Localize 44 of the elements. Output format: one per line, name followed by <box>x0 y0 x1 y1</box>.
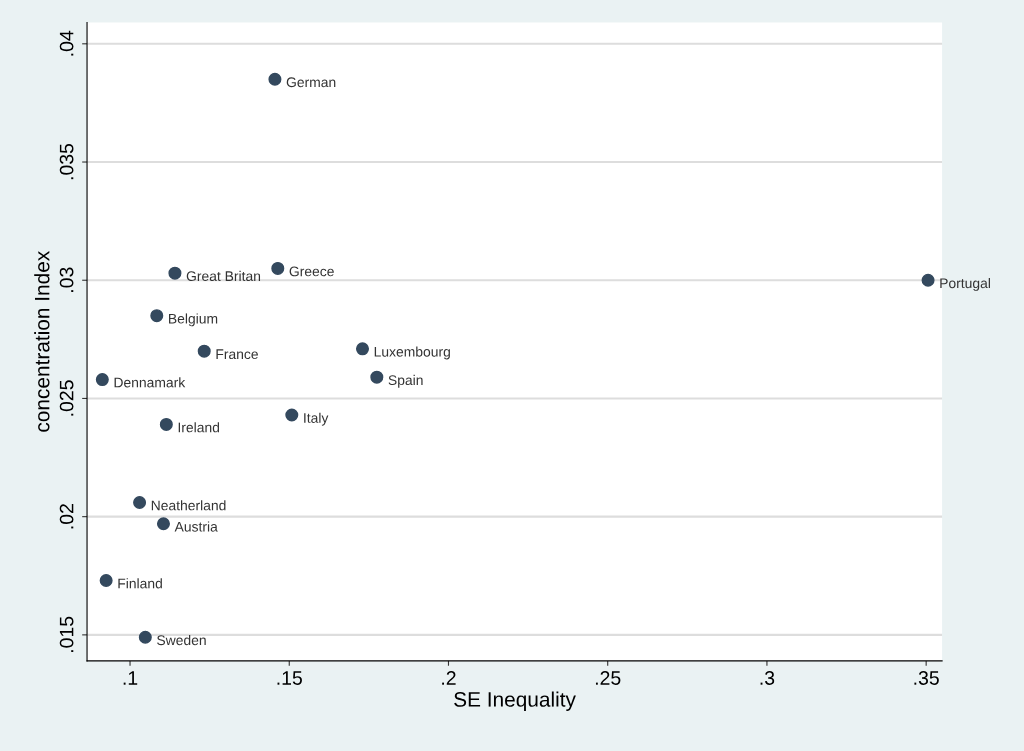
annotation: Austria <box>174 521 218 532</box>
y-tick-label: .035 <box>59 143 74 180</box>
annotation: German <box>286 77 336 88</box>
y-tick-label: .02 <box>59 504 74 529</box>
point <box>168 266 182 280</box>
annotation: Italy <box>304 412 329 426</box>
point <box>156 517 170 531</box>
point <box>138 630 152 644</box>
point <box>133 495 147 509</box>
annotation: Dennamark <box>114 377 186 388</box>
x-tick-label: .25 <box>595 671 621 685</box>
y-tick-label: .015 <box>59 616 74 653</box>
point <box>150 309 164 323</box>
annotation: Finland <box>118 578 162 589</box>
x-tick-label: .3 <box>760 671 775 685</box>
x-tick-label: .1 <box>123 671 138 685</box>
point <box>355 342 370 356</box>
x-axis-title: SE Inequality <box>454 691 576 711</box>
annotation: France <box>216 349 258 360</box>
annotation: Portugal <box>940 277 990 291</box>
annotation: Neatherland <box>151 500 226 511</box>
point <box>268 72 282 86</box>
x-tick-label: .15 <box>277 671 302 685</box>
y-tick-label: .025 <box>59 380 74 416</box>
x-tick-label: .2 <box>442 671 456 685</box>
annotation: Belgium <box>169 313 218 327</box>
point <box>921 273 935 287</box>
annotation: Luxembourg <box>374 346 450 360</box>
point <box>159 417 173 431</box>
point <box>99 573 113 588</box>
annotation: Spain <box>388 374 423 388</box>
x-tick-label: .35 <box>914 671 939 685</box>
point <box>285 408 299 422</box>
y-axis-title: concentration Index <box>34 251 50 432</box>
annotation: Great Britan <box>186 270 261 282</box>
point <box>370 370 384 384</box>
y-tick-label: .03 <box>59 267 74 292</box>
y-tick-label: .04 <box>59 30 74 56</box>
annotation: Ireland <box>178 422 220 433</box>
point <box>271 261 285 275</box>
annotation: Sweden <box>157 634 206 646</box>
point <box>197 344 211 358</box>
point <box>95 373 109 387</box>
annotation: Greece <box>289 266 334 277</box>
